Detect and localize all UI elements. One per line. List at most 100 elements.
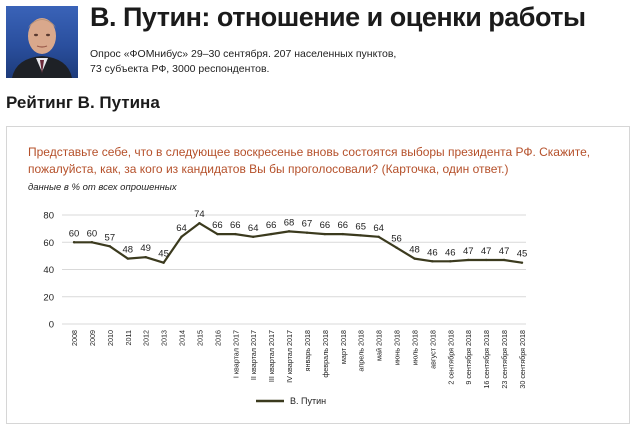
- data-point: [395, 246, 398, 249]
- x-tick-label: март 2018: [339, 330, 348, 364]
- data-point: [90, 241, 94, 244]
- data-label: 49: [140, 243, 151, 254]
- y-axis-ticks: 0 20 40 60 80: [43, 211, 54, 331]
- data-point: [467, 258, 470, 262]
- data-label: 66: [266, 220, 277, 231]
- data-label: 66: [230, 220, 241, 231]
- page-title: В. Путин: отношение и оценки работы: [90, 2, 586, 32]
- series-line-putin: [74, 222, 523, 264]
- chart-grid: [62, 214, 526, 325]
- data-label: 45: [158, 249, 169, 260]
- data-label: 46: [445, 247, 456, 258]
- survey-info: Опрос «ФОМнибус» 29–30 сентября. 207 нас…: [90, 47, 396, 77]
- data-label: 68: [284, 217, 295, 228]
- x-tick-label: 2015: [195, 330, 204, 346]
- x-tick-label: 2011: [124, 330, 133, 345]
- series-layer: [72, 221, 524, 264]
- chart-panel: [6, 126, 630, 424]
- x-tick-label: 2012: [142, 330, 151, 346]
- x-axis-labels: 2008 2009 2010 2011 2012 2013 2014 2015 2016 I кв…: [70, 330, 527, 389]
- data-point: [216, 232, 219, 236]
- data-label: 48: [409, 245, 420, 256]
- x-tick-label: январь 2018: [303, 330, 312, 371]
- x-tick-label: 30 сентября 2018: [518, 330, 527, 389]
- x-tick-label: 16 сентября 2018: [482, 330, 491, 389]
- y-tick-label: 40: [43, 265, 54, 276]
- data-point: [72, 241, 76, 244]
- data-point: [198, 221, 201, 225]
- data-label: 74: [194, 209, 205, 220]
- chart-legend: В. Путин: [256, 396, 326, 406]
- data-label: 66: [338, 220, 349, 231]
- data-label: 45: [517, 249, 528, 260]
- y-tick-label: 20: [43, 292, 54, 303]
- survey-info-line-2: 73 субъекта РФ, 3000 респондентов.: [90, 63, 270, 75]
- data-label: 66: [212, 220, 223, 231]
- x-tick-label: 2009: [88, 330, 97, 346]
- x-tick-label: II квартал 2017: [249, 330, 258, 380]
- x-tick-label: май 2018: [375, 330, 384, 361]
- data-point: [341, 232, 344, 236]
- data-point: [108, 245, 112, 248]
- data-point: [377, 235, 380, 238]
- data-point: [449, 260, 452, 263]
- x-tick-label: 2013: [160, 330, 169, 346]
- data-point: [126, 257, 129, 260]
- data-label: 64: [373, 223, 384, 234]
- data-point: [502, 258, 506, 262]
- x-tick-label: III квартал 2017: [267, 330, 276, 382]
- survey-question: Представьте себе, что в следующее воскре…: [28, 145, 591, 176]
- x-tick-label: 2010: [106, 330, 115, 346]
- data-label: 48: [122, 245, 133, 256]
- data-point: [323, 232, 327, 236]
- data-point: [305, 231, 309, 234]
- data-point: [234, 232, 237, 236]
- y-tick-label: 0: [49, 320, 54, 331]
- data-label: 64: [176, 223, 187, 234]
- x-tick-label: 2 сентября 2018: [446, 330, 455, 385]
- x-tick-label: февраль 2018: [321, 330, 330, 378]
- units-note: данные в % от всех опрошенных: [28, 182, 177, 193]
- data-label: 60: [69, 228, 80, 239]
- data-label: 47: [481, 246, 492, 257]
- x-tick-label: апрель 2018: [357, 330, 366, 372]
- data-label: 64: [248, 223, 259, 234]
- y-tick-label: 60: [43, 238, 54, 249]
- x-tick-label: IV квартал 2017: [285, 330, 294, 383]
- data-point: [252, 235, 255, 238]
- data-point: [359, 234, 362, 237]
- legend-label: В. Путин: [290, 396, 326, 406]
- x-tick-label: 9 сентября 2018: [464, 330, 473, 385]
- x-tick-label: I квартал 2017: [231, 330, 240, 378]
- data-label: 47: [499, 246, 510, 257]
- x-tick-label: август 2018: [428, 330, 437, 369]
- data-point: [162, 261, 165, 264]
- data-label: 57: [105, 232, 116, 243]
- x-tick-label: 2016: [213, 330, 222, 346]
- data-point: [180, 235, 183, 238]
- data-point: [520, 261, 524, 264]
- x-tick-label: 23 сентября 2018: [500, 330, 509, 389]
- data-point: [413, 257, 416, 260]
- data-point: [484, 258, 488, 262]
- data-point: [431, 260, 434, 263]
- data-label: 66: [320, 220, 331, 231]
- data-point: [287, 230, 291, 233]
- data-label: 65: [355, 221, 366, 232]
- section-title: Рейтинг В. Путина: [6, 93, 160, 112]
- x-tick-label: 2008: [70, 330, 79, 346]
- data-label: 56: [391, 234, 402, 245]
- y-tick-label: 80: [43, 211, 54, 222]
- data-label: 67: [302, 219, 313, 230]
- portrait-photo: [6, 6, 78, 78]
- data-labels: 60 60 57 48 49 45 64 74 66 66 64 66 68 67 66 66 65 64 56 48…: [69, 209, 528, 260]
- data-label: 46: [427, 247, 438, 258]
- survey-info-line-1: Опрос «ФОМнибус» 29–30 сентября. 207 нас…: [90, 48, 397, 60]
- x-tick-label: июль 2018: [410, 330, 419, 365]
- data-point: [269, 232, 273, 236]
- data-point: [144, 256, 147, 259]
- x-tick-label: июнь 2018: [393, 330, 402, 365]
- data-label: 60: [87, 228, 98, 239]
- data-label: 47: [463, 246, 474, 257]
